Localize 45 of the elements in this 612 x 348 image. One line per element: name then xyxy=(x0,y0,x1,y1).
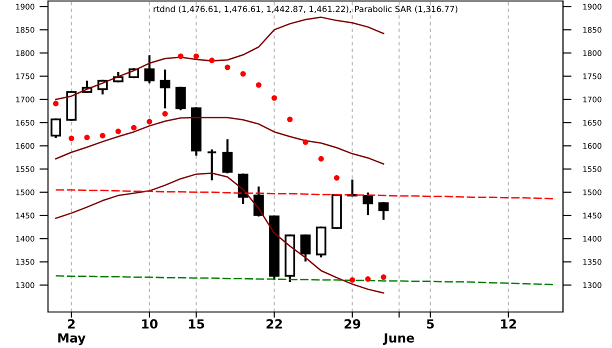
candlestick xyxy=(160,70,170,108)
candlestick xyxy=(50,118,61,138)
point xyxy=(350,277,356,283)
text: rtdnd (1,476.61, 1,476.61, 1,442.87, 1,461.22), Parabolic SAR (1,316.77) xyxy=(154,6,458,14)
point xyxy=(209,58,215,64)
point xyxy=(84,134,90,140)
candlestick xyxy=(253,186,264,216)
point xyxy=(365,276,371,282)
point xyxy=(287,116,293,122)
point xyxy=(334,175,340,181)
line-series xyxy=(55,172,384,294)
point xyxy=(100,132,106,138)
point xyxy=(256,82,262,88)
point xyxy=(115,128,122,134)
point xyxy=(240,71,246,77)
x-tick-label: 5 xyxy=(426,319,434,329)
x-tick-label: 10 xyxy=(142,319,158,329)
point xyxy=(178,53,184,60)
candlestick xyxy=(206,149,218,180)
candlestick xyxy=(175,86,186,110)
point xyxy=(162,111,168,117)
point xyxy=(53,100,59,106)
point xyxy=(272,95,278,101)
line-series xyxy=(55,275,556,286)
point xyxy=(193,53,200,60)
point xyxy=(380,274,386,280)
candlestick xyxy=(362,192,374,216)
line-series xyxy=(55,16,384,100)
line-series xyxy=(55,116,384,165)
x-tick-label: 2 May xyxy=(58,319,86,346)
candlestick xyxy=(222,139,233,174)
candlestick xyxy=(300,234,311,262)
point xyxy=(146,118,152,124)
x-tick-label: 15 xyxy=(188,319,204,329)
candlestick xyxy=(144,55,155,84)
point xyxy=(318,156,324,162)
x-tick-label: 22 xyxy=(266,319,282,328)
point xyxy=(68,136,74,142)
x-tick-label: 29 xyxy=(344,319,360,329)
point xyxy=(302,139,308,145)
candlestick xyxy=(378,202,389,220)
x-tick-label: 12 xyxy=(501,319,516,328)
point xyxy=(224,64,230,70)
point xyxy=(131,124,137,130)
x-tick-label: June xyxy=(382,333,414,345)
